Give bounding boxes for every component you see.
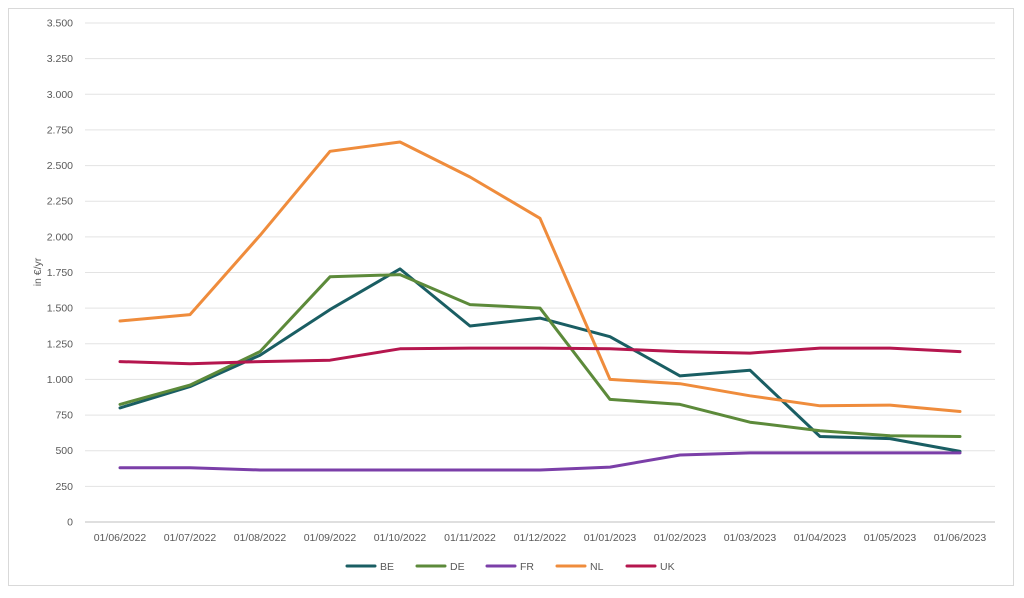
legend-label-nl: NL bbox=[590, 561, 604, 573]
legend-label-de: DE bbox=[450, 561, 465, 573]
legend-label-fr: FR bbox=[520, 561, 534, 573]
series-line-nl bbox=[118, 140, 962, 413]
x-tick-label: 01/11/2022 bbox=[444, 532, 496, 544]
y-tick-label: 0 bbox=[67, 517, 73, 529]
y-tick-label: 1.250 bbox=[47, 338, 73, 350]
y-tick-label: 2.250 bbox=[47, 196, 73, 208]
x-tick-label: 01/06/2022 bbox=[94, 532, 147, 544]
y-tick-label: 3.500 bbox=[47, 18, 73, 30]
x-tick-label: 01/09/2022 bbox=[304, 532, 357, 544]
y-tick-label: 2.750 bbox=[47, 124, 73, 136]
x-axis-ticks: 01/06/2022 01/07/2022 01/08/2022 01/09/2022… bbox=[94, 532, 987, 544]
y-tick-label: 3.000 bbox=[47, 89, 73, 101]
series-line-fr bbox=[118, 451, 962, 472]
y-tick-label: 1.500 bbox=[47, 303, 73, 315]
series-line-uk bbox=[118, 346, 962, 366]
y-axis-ticks: 0 250 500 750 1.000 1.250 1.500 1.750 2.000 2.250… bbox=[47, 18, 73, 529]
x-tick-label: 01/01/2023 bbox=[584, 532, 637, 544]
x-tick-label: 01/08/2022 bbox=[234, 532, 287, 544]
x-tick-label: 01/06/2023 bbox=[934, 532, 987, 544]
series-line-de bbox=[118, 273, 962, 438]
gridlines bbox=[85, 22, 995, 523]
x-tick-label: 01/07/2022 bbox=[164, 532, 217, 544]
y-axis-label: in €/yr bbox=[32, 257, 44, 286]
legend: BE DE FR NL UK bbox=[345, 561, 675, 573]
x-tick-label: 01/05/2023 bbox=[864, 532, 917, 544]
x-tick-label: 01/10/2022 bbox=[374, 532, 427, 544]
legend-label-uk: UK bbox=[660, 561, 675, 573]
y-tick-label: 500 bbox=[55, 445, 73, 457]
series-lines bbox=[118, 140, 962, 472]
chart-frame bbox=[8, 8, 1014, 586]
x-tick-label: 01/02/2023 bbox=[654, 532, 707, 544]
y-tick-label: 2.500 bbox=[47, 160, 73, 172]
x-tick-label: 01/04/2023 bbox=[794, 532, 847, 544]
y-tick-label: 1.750 bbox=[47, 267, 73, 279]
y-tick-label: 2.000 bbox=[47, 231, 73, 243]
y-tick-label: 3.250 bbox=[47, 53, 73, 65]
x-tick-label: 01/12/2022 bbox=[514, 532, 567, 544]
y-tick-label: 1.000 bbox=[47, 374, 73, 386]
legend-label-be: BE bbox=[380, 561, 394, 573]
x-tick-label: 01/03/2023 bbox=[724, 532, 777, 544]
y-tick-label: 250 bbox=[55, 481, 73, 493]
y-tick-label: 750 bbox=[55, 410, 73, 422]
series-line-be bbox=[118, 267, 962, 453]
